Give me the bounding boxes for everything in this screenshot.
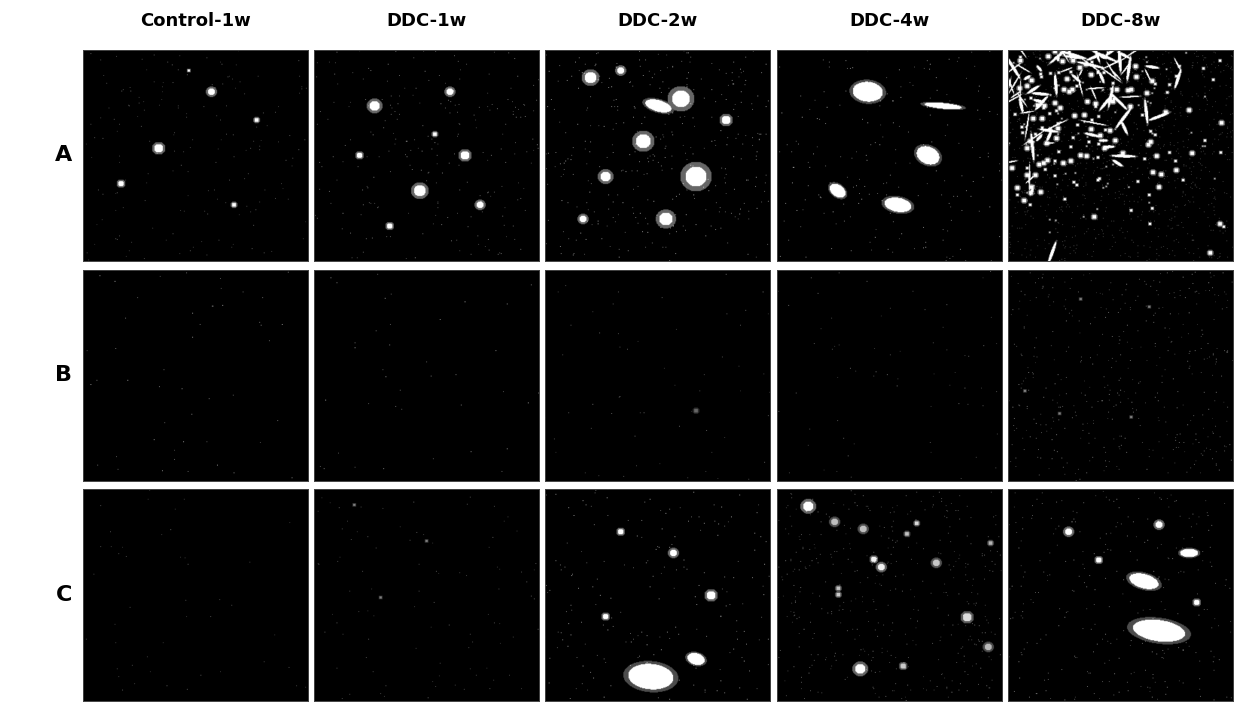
Text: A: A bbox=[56, 145, 73, 165]
Text: B: B bbox=[56, 365, 72, 385]
Text: DDC-4w: DDC-4w bbox=[849, 12, 929, 30]
Text: DDC-8w: DDC-8w bbox=[1080, 12, 1161, 30]
Text: Control-1w: Control-1w bbox=[140, 12, 250, 30]
Text: DDC-2w: DDC-2w bbox=[618, 12, 698, 30]
Text: DDC-1w: DDC-1w bbox=[387, 12, 467, 30]
Text: C: C bbox=[56, 586, 72, 605]
